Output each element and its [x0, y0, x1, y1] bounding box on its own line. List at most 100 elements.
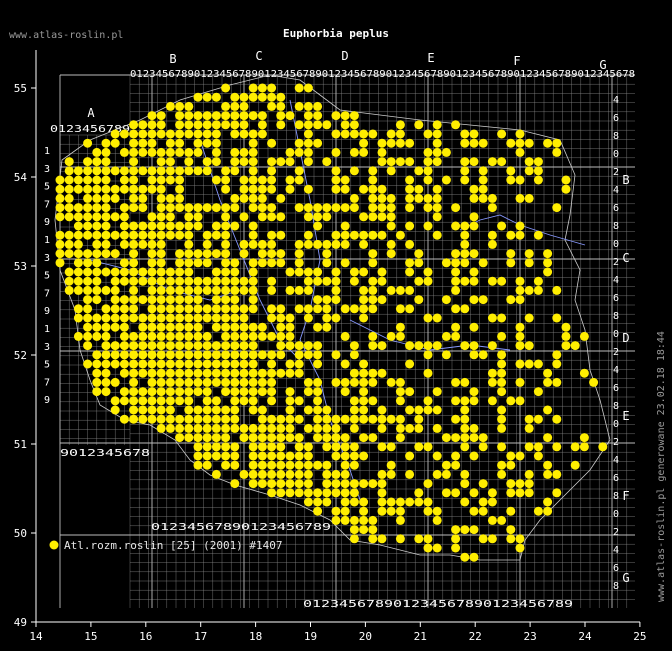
occurrence-dot [294, 350, 304, 360]
occurrence-dot [451, 331, 461, 341]
occurrence-dot [119, 221, 129, 231]
occurrence-dot [138, 387, 148, 397]
occurrence-dot [101, 138, 111, 148]
occurrence-dot [101, 359, 111, 369]
occurrence-dot [129, 239, 139, 249]
occurrence-dot [257, 120, 267, 130]
occurrence-dot [147, 295, 157, 305]
occurrence-dot [175, 267, 185, 277]
occurrence-dot [184, 433, 194, 443]
occurrence-dot [267, 350, 277, 360]
occurrence-dot [294, 101, 304, 111]
occurrence-dot [230, 166, 240, 176]
occurrence-dot [267, 184, 277, 194]
occurrence-dot [110, 350, 120, 360]
occurrence-dot [524, 138, 534, 148]
occurrence-dot [349, 341, 359, 351]
occurrence-dot [460, 230, 470, 240]
occurrence-dot [156, 322, 166, 332]
occurrence-dot [110, 396, 120, 406]
right-row-digit: 2 [613, 257, 619, 268]
occurrence-dot [73, 313, 83, 323]
bottom-digit-row: 012345678901234567890123456789 [303, 599, 573, 610]
occurrence-dot [83, 341, 93, 351]
occurrence-dot [340, 506, 350, 516]
occurrence-dot [423, 543, 433, 553]
occurrence-dot [340, 460, 350, 470]
occurrence-dot [129, 276, 139, 286]
occurrence-dot [221, 83, 231, 93]
occurrence-dot [359, 396, 369, 406]
occurrence-dot [368, 166, 378, 176]
occurrence-dot [211, 396, 221, 406]
occurrence-dot [294, 396, 304, 406]
occurrence-dot [460, 157, 470, 167]
occurrence-dot [257, 184, 267, 194]
occurrence-dot [257, 92, 267, 102]
occurrence-dot [368, 276, 378, 286]
right-row-digit: 4 [613, 545, 619, 556]
occurrence-dot [147, 221, 157, 231]
occurrence-dot [221, 203, 231, 213]
occurrence-dot [331, 423, 341, 433]
occurrence-dot [156, 147, 166, 157]
occurrence-dot [423, 157, 433, 167]
occurrence-dot [386, 166, 396, 176]
map-title: Euphorbia peplus [283, 27, 389, 40]
occurrence-dot [165, 230, 175, 240]
occurrence-dot [230, 101, 240, 111]
occurrence-dot [147, 368, 157, 378]
occurrence-dot [248, 377, 258, 387]
occurrence-dot [92, 239, 102, 249]
occurrence-dot [165, 313, 175, 323]
occurrence-dot [497, 414, 507, 424]
occurrence-dot [340, 479, 350, 489]
occurrence-dot [349, 405, 359, 415]
occurrence-dot [276, 120, 286, 130]
occurrence-dot [92, 175, 102, 185]
country-border [54, 74, 611, 561]
occurrence-dot [331, 451, 341, 461]
occurrence-dot [395, 377, 405, 387]
occurrence-dot [257, 460, 267, 470]
occurrence-dot [202, 129, 212, 139]
occurrence-dot [184, 249, 194, 259]
occurrence-dot [156, 387, 166, 397]
occurrence-dot [257, 350, 267, 360]
occurrence-dot [248, 304, 258, 314]
occurrence-dot [221, 258, 231, 268]
occurrence-dot [230, 479, 240, 489]
occurrence-dot [423, 534, 433, 544]
occurrence-dot [423, 506, 433, 516]
occurrence-dot [239, 157, 249, 167]
occurrence-dot [175, 377, 185, 387]
occurrence-dot [313, 506, 323, 516]
occurrence-dot [395, 396, 405, 406]
occurrence-dot [552, 488, 562, 498]
occurrence-dot [55, 184, 65, 194]
occurrence-dot [202, 203, 212, 213]
occurrence-dot [129, 120, 139, 130]
occurrence-dot [478, 506, 488, 516]
occurrence-dot [221, 267, 231, 277]
occurrence-dot [110, 359, 120, 369]
occurrence-dot [524, 414, 534, 424]
occurrence-dot [543, 258, 553, 268]
occurrence-dot [405, 423, 415, 433]
occurrence-dot [147, 258, 157, 268]
occurrence-dot [423, 313, 433, 323]
occurrence-dot [92, 267, 102, 277]
occurrence-dot [423, 203, 433, 213]
occurrence-dot [165, 387, 175, 397]
occurrence-dot [506, 249, 516, 259]
occurrence-dot [83, 258, 93, 268]
occurrence-dot [543, 497, 553, 507]
left-row-digit: 3 [44, 164, 50, 175]
occurrence-dot [267, 442, 277, 452]
occurrence-dot [395, 138, 405, 148]
occurrence-dot [285, 451, 295, 461]
occurrence-dot [340, 414, 350, 424]
occurrence-dot [110, 138, 120, 148]
occurrence-dot [524, 341, 534, 351]
occurrence-dot [239, 92, 249, 102]
